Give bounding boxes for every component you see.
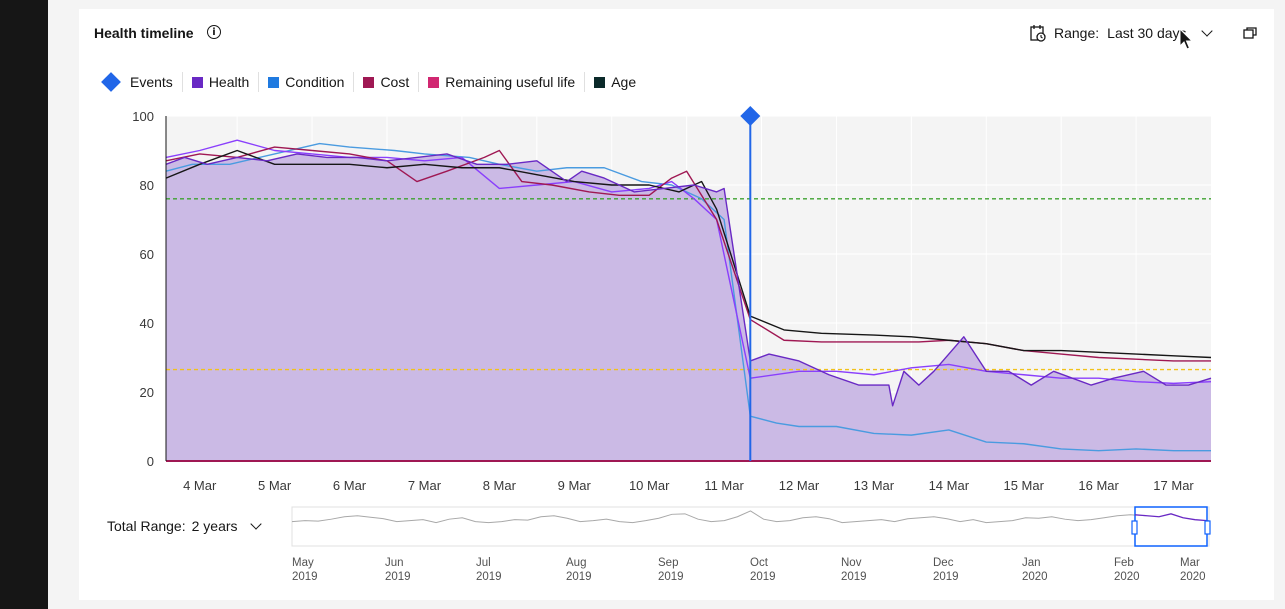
range-value: Last 30 days — [1107, 25, 1187, 41]
x-tick-label: 7 Mar — [408, 478, 442, 493]
legend-label: Remaining useful life — [445, 74, 576, 90]
legend-label: Cost — [380, 74, 410, 90]
x-tick-label: 5 Mar — [258, 478, 292, 493]
legend-item-health[interactable]: Health — [191, 72, 260, 92]
legend-swatch — [268, 76, 280, 88]
total-range-label: Total Range: — [107, 518, 186, 534]
legend-swatch — [428, 76, 440, 88]
legend-label: Health — [208, 74, 250, 90]
legend-label: Events — [130, 74, 173, 90]
x-tick-label: 13 Mar — [854, 478, 895, 493]
x-tick-label: 17 Mar — [1153, 478, 1194, 493]
legend-item-cost[interactable]: Cost — [363, 72, 420, 92]
y-tick-label: 100 — [132, 109, 154, 124]
x-tick-label: 12 Mar — [779, 478, 820, 493]
series-line-health[interactable] — [165, 153, 1212, 407]
popout-icon[interactable] — [1243, 26, 1257, 39]
x-tick-label: 10 Mar — [629, 478, 670, 493]
range-dropdown[interactable]: Range: Last 30 days — [1030, 22, 1213, 44]
calendar-icon — [1030, 24, 1046, 42]
legend-swatch — [363, 76, 375, 88]
y-tick-label: 80 — [140, 178, 154, 193]
page-title: Health timeline — [94, 25, 194, 41]
legend-label: Condition — [285, 74, 345, 90]
legend-item-age[interactable]: Age — [594, 72, 645, 92]
series-line-condition[interactable] — [165, 142, 1211, 452]
x-tick-label: 6 Mar — [333, 478, 367, 493]
legend-item-condition[interactable]: Condition — [268, 72, 355, 92]
range-label: Range: — [1054, 25, 1100, 41]
x-tick-label: 4 Mar — [183, 478, 217, 493]
legend-label: Age — [611, 74, 637, 90]
y-tick-label: 0 — [147, 454, 154, 469]
x-tick-label: 14 Mar — [929, 478, 970, 493]
chart-legend: Events Health Condition Cost Remaining usefu… — [98, 72, 654, 92]
total-range-value: 2 years — [191, 518, 238, 534]
legend-item-remaining-useful-life[interactable]: Remaining useful life — [428, 72, 586, 92]
info-icon[interactable]: i — [207, 25, 221, 39]
mouse-pointer-icon — [1179, 27, 1194, 50]
legend-item-events[interactable]: Events — [98, 72, 183, 92]
series-line-age[interactable] — [165, 149, 1212, 359]
legend-swatch — [191, 76, 203, 88]
main-chart: 0 20 40 60 80 100 4 Mar 5 Mar 6 Mar 7 Mar 8 Mar 9 M… — [132, 27, 1212, 493]
x-tick-label: 8 Mar — [483, 478, 517, 493]
y-tick-label: 60 — [140, 247, 154, 262]
total-range-dropdown[interactable]: Total Range: 2 years — [107, 518, 262, 534]
y-tick-label: 20 — [140, 385, 154, 400]
event-marker[interactable] — [740, 106, 761, 126]
chevron-down-icon — [249, 518, 262, 530]
legend-swatch — [594, 76, 606, 88]
x-tick-label: 11 Mar — [704, 478, 744, 493]
health-area — [166, 153, 1211, 461]
x-tick-label: 15 Mar — [1003, 478, 1044, 493]
x-tick-label: 16 Mar — [1078, 478, 1119, 493]
x-tick-label: 9 Mar — [558, 478, 592, 493]
y-tick-label: 40 — [140, 316, 154, 331]
